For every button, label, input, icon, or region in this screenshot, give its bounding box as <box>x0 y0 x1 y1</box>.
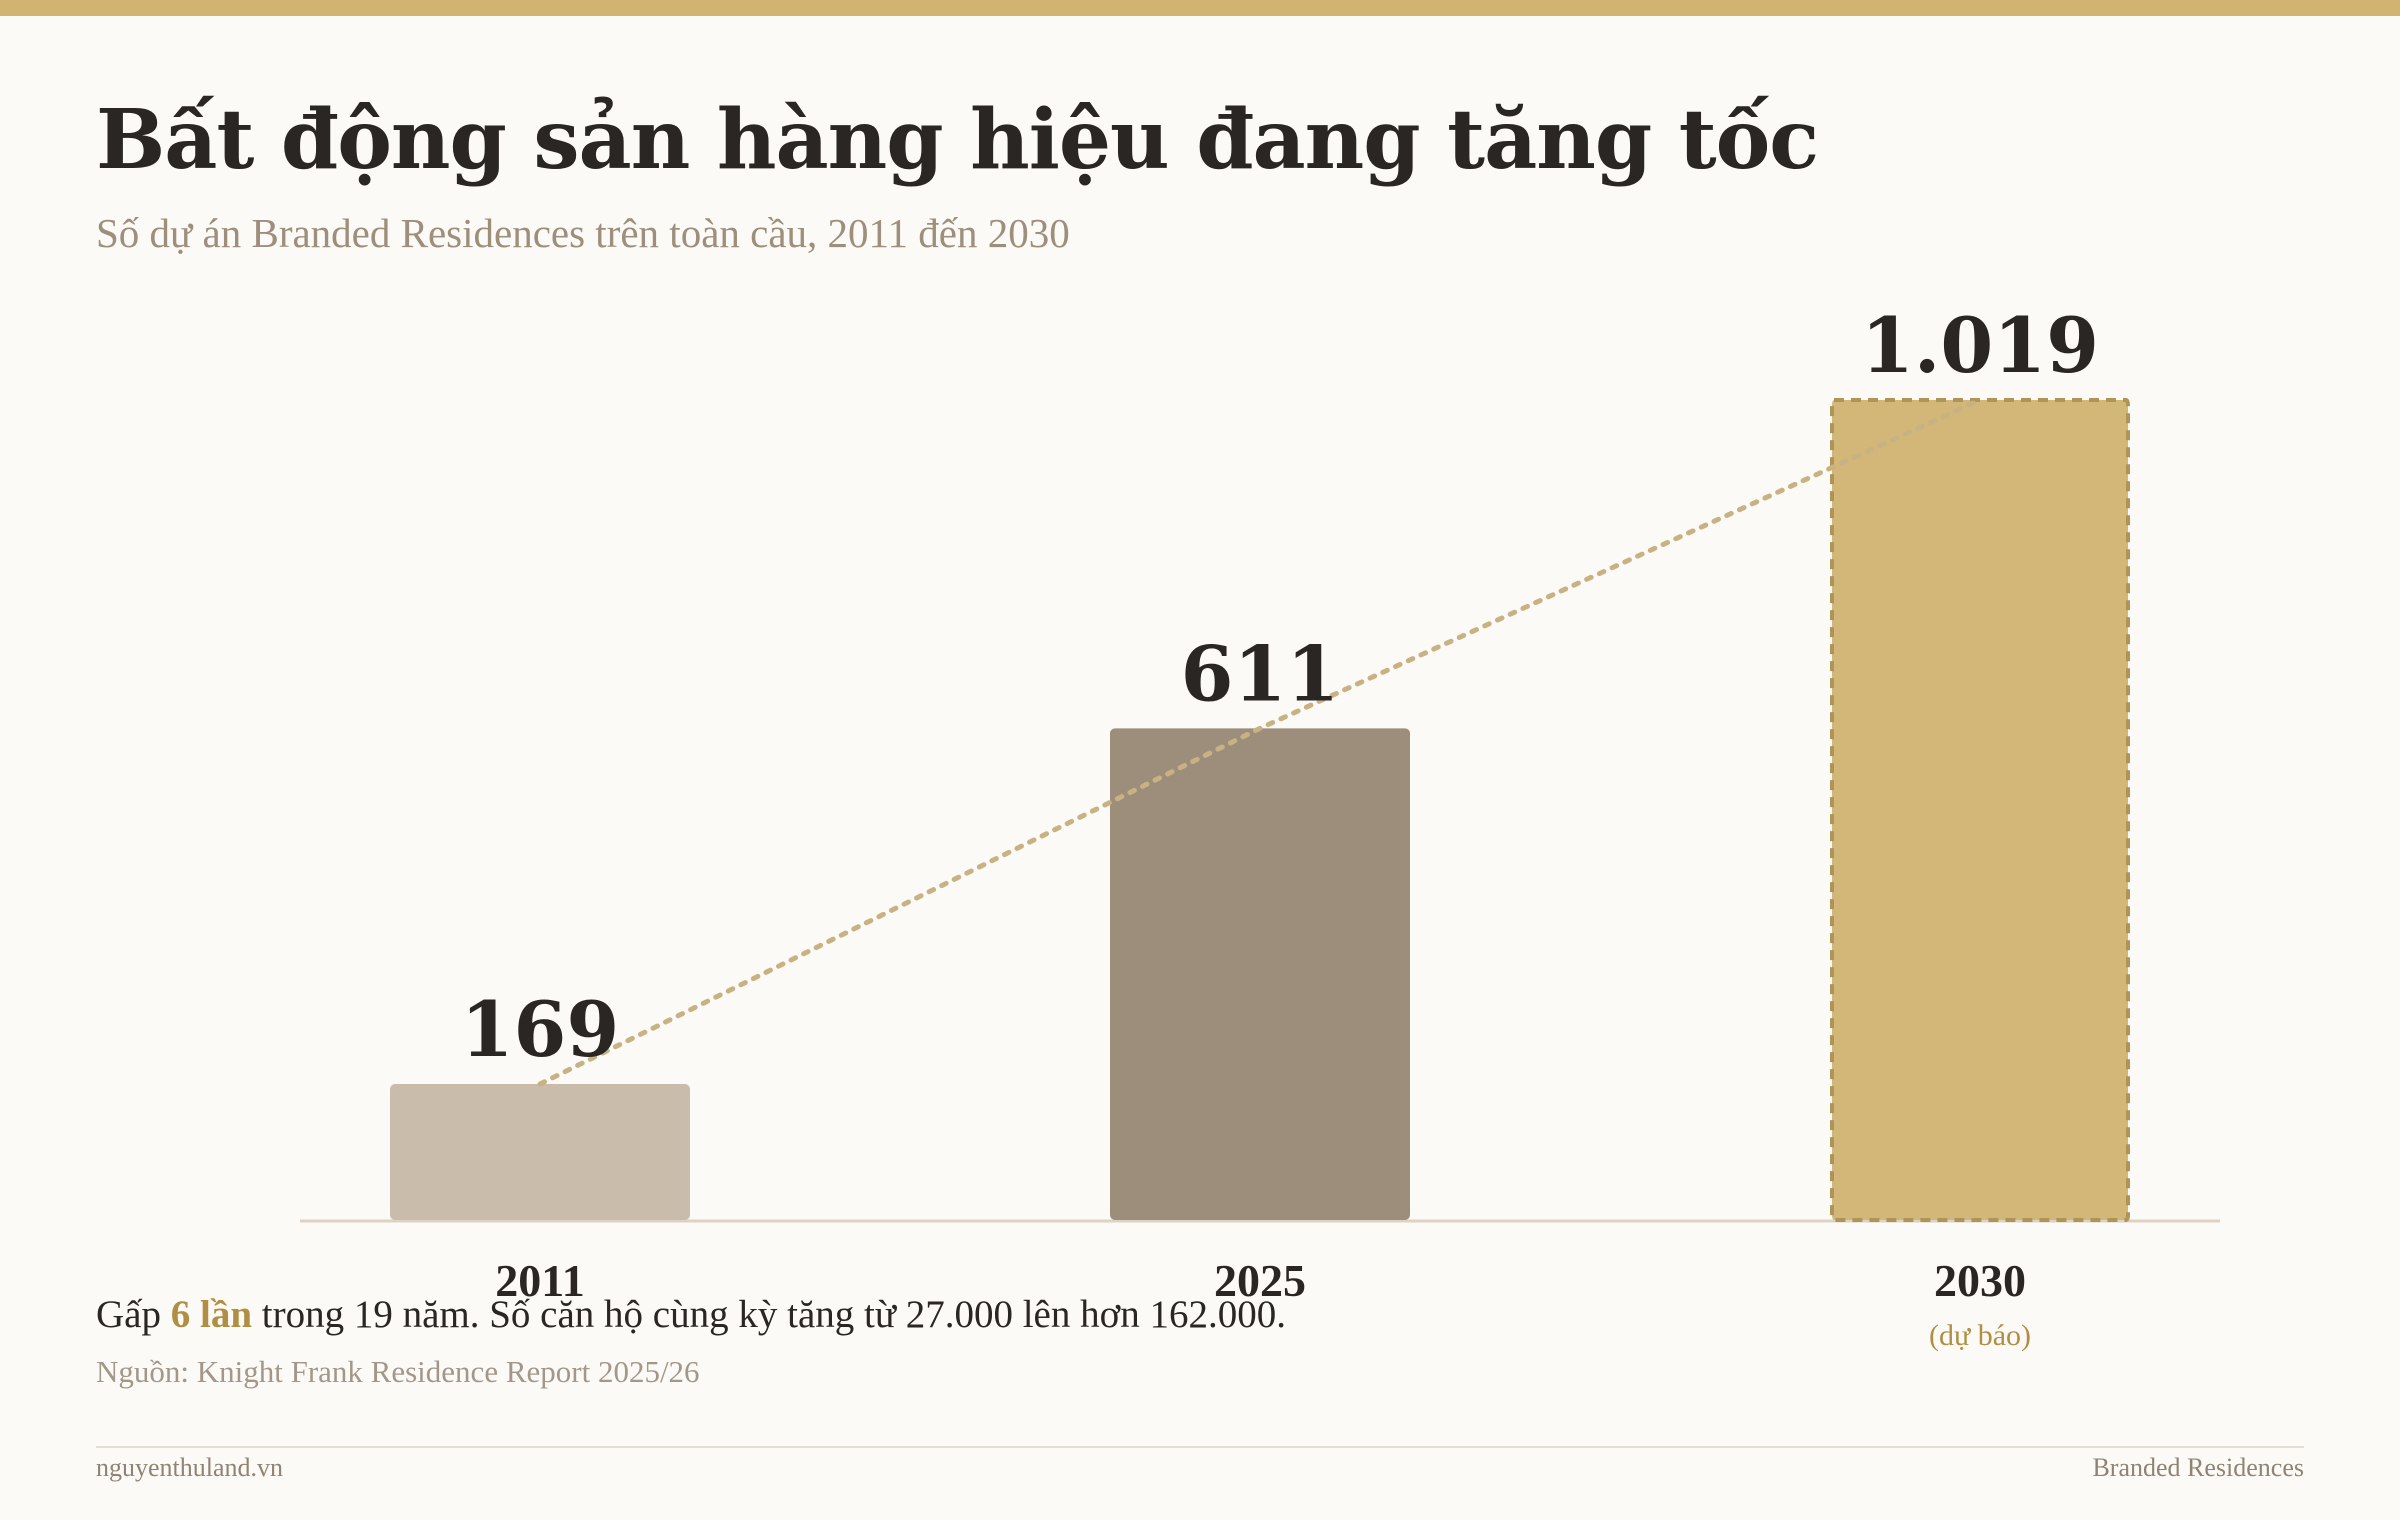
summary-note: Gấp 6 lần trong 19 năm. Số căn hộ cùng k… <box>96 1290 1286 1340</box>
footer-series: Branded Residences <box>2092 1453 2304 1482</box>
category-label-2025: 2025 <box>1214 1255 1306 1306</box>
value-label-2030: 1.019 <box>1861 301 2099 390</box>
trend-line <box>537 397 1983 1087</box>
top-accent-bar <box>0 0 2400 16</box>
bar-2030 <box>1830 398 2130 1222</box>
category-label-2011: 2011 <box>495 1255 584 1306</box>
bar-2025 <box>1110 728 1410 1220</box>
footer-divider <box>96 1446 2304 1448</box>
note-highlight: 6 lần <box>170 1293 253 1336</box>
bar-2011 <box>390 1084 690 1220</box>
page-subtitle: Số dự án Branded Residences trên toàn cầ… <box>96 210 1070 256</box>
value-label-2025: 611 <box>1181 629 1340 718</box>
note-prefix: Gấp <box>96 1293 171 1336</box>
note-suffix: trong 19 năm. Số căn hộ cùng kỳ tăng từ … <box>252 1293 1286 1336</box>
footer-site: nguyenthuland.vn <box>96 1453 284 1482</box>
category-label-2030: 2030 <box>1934 1255 2026 1306</box>
category-note-2030: (dự báo) <box>1929 1319 2031 1352</box>
source-note: Nguồn: Knight Frank Residence Report 202… <box>96 1354 700 1389</box>
value-label-2011: 169 <box>461 985 620 1074</box>
page-title: Bất động sản hàng hiệu đang tăng tốc <box>96 92 1819 188</box>
